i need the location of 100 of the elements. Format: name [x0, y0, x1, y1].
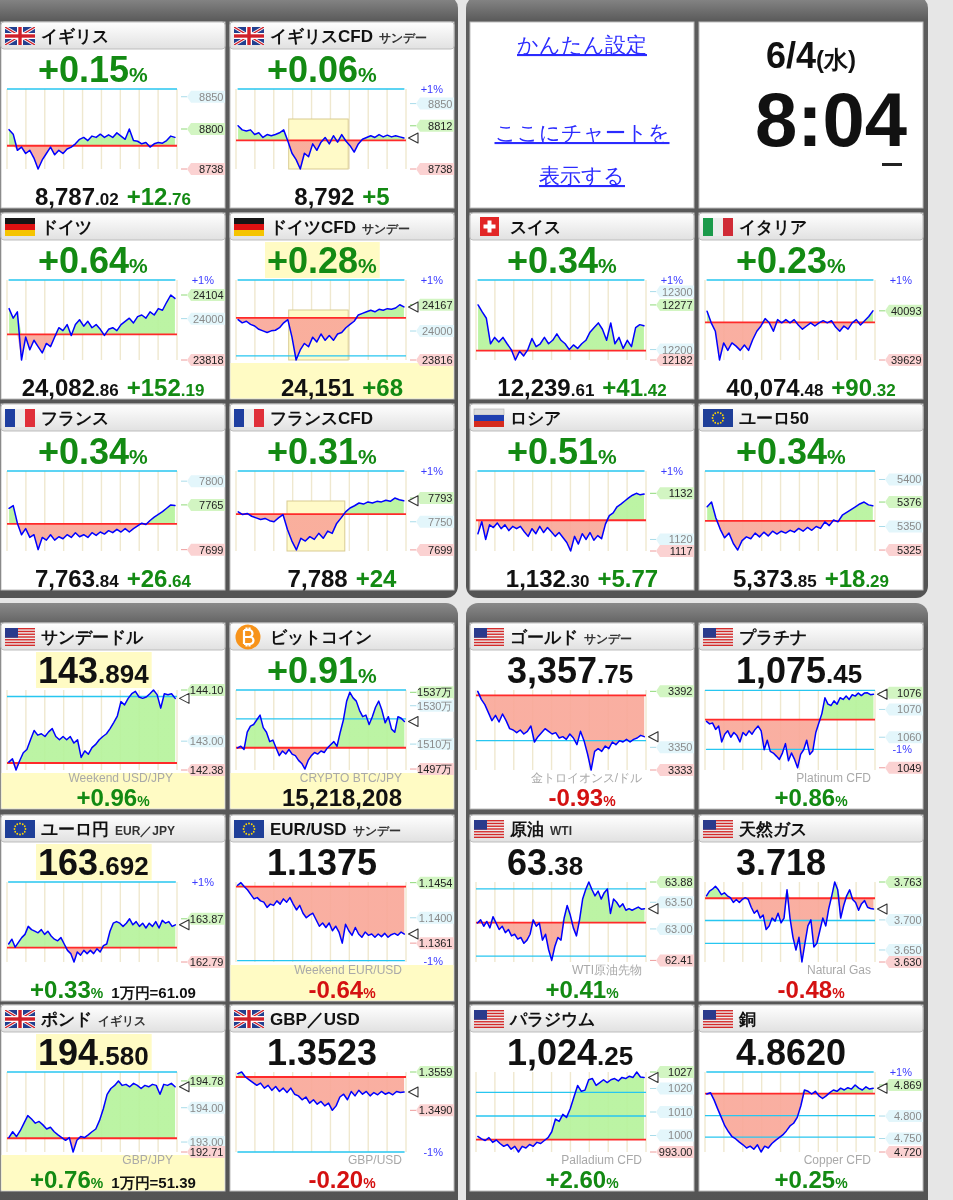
- x-axis-title: Palladium CFD: [561, 1152, 643, 1167]
- chart-subtitle: +0.64%: [38, 240, 149, 281]
- y-tick-label: 24104: [192, 288, 224, 301]
- series-label: +1%: [191, 273, 215, 286]
- chart-title: 原油 WTI: [509, 820, 572, 839]
- y-tick-label: 4.750: [893, 1132, 922, 1145]
- y-tick-label: 24000: [421, 324, 453, 337]
- y-tick-label: 993.00: [658, 1145, 693, 1158]
- y-tick-label: 5350: [897, 520, 922, 533]
- x-axis-title: GBP/JPY: [122, 1152, 173, 1167]
- y-tick-label: 8850: [199, 90, 224, 103]
- chart-title: イギリスCFD サンデー: [270, 27, 427, 46]
- y-tick-label: 193.00: [189, 1136, 224, 1148]
- text: 24,151: [280, 374, 355, 401]
- chart-subtitle: +0.91%: [267, 650, 378, 691]
- text: ここにチャートを表示する: [494, 121, 670, 187]
- chart-title: イギリス: [41, 27, 109, 46]
- x-axis-title: Weekend EUR/USD: [294, 962, 403, 977]
- y-tick-label: 162.79: [189, 955, 224, 968]
- y-tick-label: 63.00: [664, 922, 693, 935]
- y-tick-label: 24000: [192, 312, 224, 325]
- text: 8,787.02: [34, 183, 119, 210]
- text: +68: [362, 374, 404, 401]
- y-tick-label: 194.78: [189, 1074, 224, 1087]
- chart-subtitle: 1.1375: [267, 842, 378, 883]
- y-tick-label: 3350: [668, 741, 693, 754]
- y-tick-label: 4.869: [893, 1078, 922, 1091]
- y-tick-label: 142.38: [189, 763, 224, 776]
- y-tick-label: 1.1454: [418, 876, 453, 889]
- y-tick-label: 192.71: [189, 1145, 224, 1158]
- chart-title: フランスCFD: [270, 409, 373, 428]
- chart-title: フランス: [41, 409, 109, 428]
- chart-subtitle: +0.34%: [38, 431, 149, 472]
- x-axis-title: Weekend USD/JPY: [68, 770, 173, 785]
- y-tick-label: 194.00: [189, 1101, 224, 1114]
- x-axis-title: Platinum CFD: [796, 770, 872, 785]
- text: 15,218,208: [281, 784, 403, 811]
- chart-subtitle: +0.31%: [267, 431, 378, 472]
- chart-title: ポンド イギリス: [40, 1010, 146, 1029]
- text: 8:04: [754, 77, 908, 162]
- y-tick-label: 8738: [199, 162, 224, 175]
- series-label: -1%: [423, 1145, 444, 1158]
- text: -0.48%: [777, 976, 846, 1003]
- text: -0.64%: [308, 976, 377, 1003]
- y-tick-label: 7800: [199, 475, 224, 488]
- text: 12,239.61: [497, 374, 595, 401]
- chart-title: ビットコイン: [270, 628, 372, 647]
- series-label: +1%: [191, 875, 215, 888]
- x-axis-title: CRYPTO BTC/JPY: [299, 770, 402, 785]
- chart-subtitle: +0.15%: [38, 49, 149, 90]
- chart-title: イタリア: [739, 218, 807, 237]
- text: 6/4(水): [765, 35, 857, 76]
- chart-title: サンデードル: [41, 628, 144, 647]
- y-tick-label: 8812: [428, 119, 453, 132]
- chart-title: 天然ガス: [738, 820, 807, 839]
- y-tick-label: 1.3490: [418, 1104, 453, 1117]
- x-axis-title: WTI原油先物: [572, 962, 642, 977]
- chart-subtitle: 4.8620: [736, 1032, 847, 1073]
- text: +18.29: [824, 565, 890, 592]
- chart-subtitle: +0.34%: [736, 431, 847, 472]
- text: 1万円=61.09: [111, 984, 196, 1001]
- y-tick-label: 63.88: [664, 875, 693, 888]
- text: +12.76: [126, 183, 192, 210]
- chart-subtitle: 63.38: [507, 842, 584, 883]
- y-tick-label: 12200: [661, 343, 693, 356]
- series-label: -1%: [423, 954, 444, 967]
- series-label: +1%: [660, 273, 684, 286]
- text: 7,788: [287, 565, 348, 592]
- y-tick-label: 1.3559: [418, 1065, 453, 1078]
- text: +90.32: [831, 374, 896, 401]
- y-tick-label: 12300: [661, 285, 693, 298]
- y-tick-label: 5325: [897, 544, 922, 557]
- chart-title: プラチナ: [739, 628, 807, 647]
- text: +0.25%: [774, 1166, 849, 1193]
- y-tick-label: 23818: [192, 353, 224, 366]
- y-tick-label: 1132: [668, 487, 693, 500]
- chart-subtitle: 3,357.75: [507, 650, 634, 691]
- y-tick-label: 7699: [199, 543, 224, 556]
- y-tick-label: 12182: [661, 353, 693, 366]
- chart-subtitle: 3.718: [736, 842, 827, 883]
- text: +5: [362, 183, 390, 210]
- text: +24: [355, 565, 398, 592]
- y-tick-label: 5376: [897, 496, 922, 509]
- y-tick-label: 7793: [428, 491, 453, 504]
- y-tick-label: 8738: [428, 162, 453, 175]
- y-tick-label: 39629: [890, 353, 922, 366]
- y-tick-label: 1530万: [417, 699, 453, 712]
- text: 5,373.85: [732, 565, 817, 592]
- series-label: +1%: [660, 464, 684, 477]
- chart-title: EUR/USD サンデー: [270, 820, 401, 839]
- series-label: +1%: [889, 1065, 913, 1078]
- text: 7,763.84: [34, 565, 120, 592]
- text: +0.76%: [30, 1166, 104, 1193]
- y-tick-label: 1010: [668, 1105, 693, 1118]
- text: 40,074.48: [726, 374, 824, 401]
- y-tick-label: 1000: [668, 1129, 693, 1142]
- chart-title: ユーロ円 EUR／JPY: [41, 820, 176, 839]
- text: +5.77: [597, 565, 659, 592]
- chart-subtitle: 1,075.45: [736, 650, 863, 691]
- y-tick-label: 1117: [669, 544, 693, 557]
